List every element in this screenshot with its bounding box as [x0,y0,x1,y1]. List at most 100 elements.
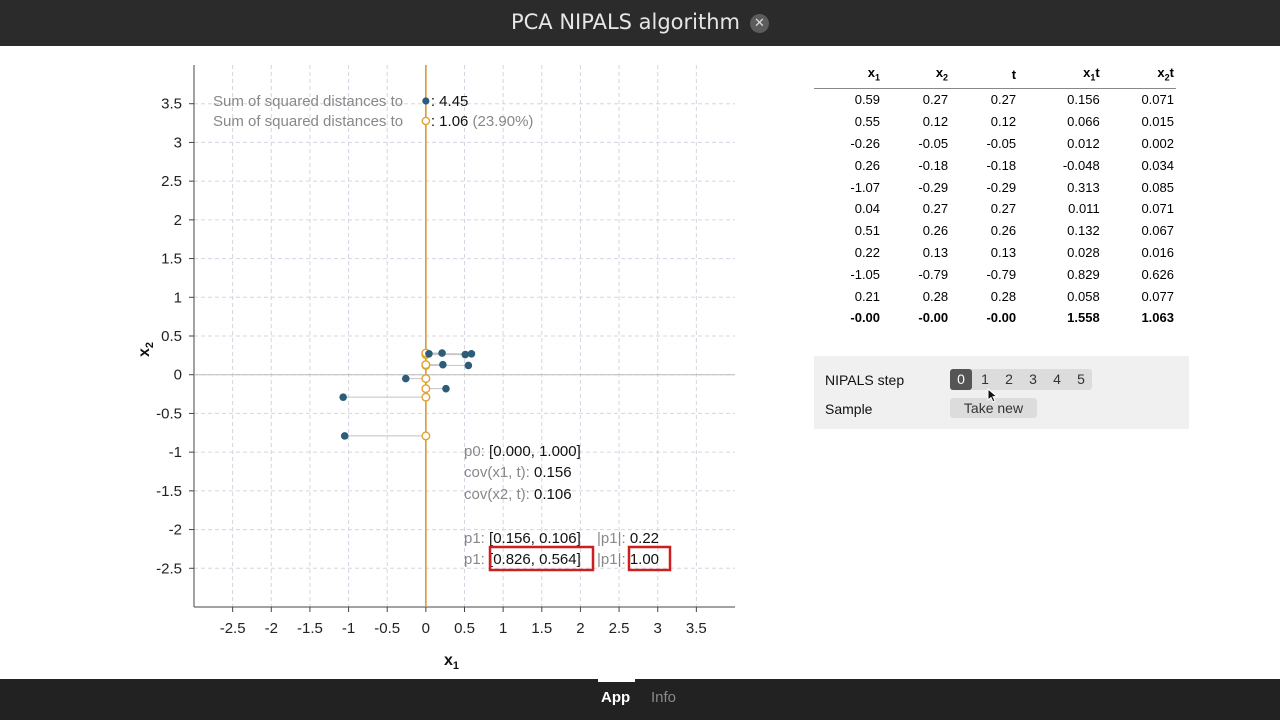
data-point [461,350,470,359]
column-header: x2t [1101,62,1176,89]
data-point [425,350,433,358]
column-header: t [950,62,1019,89]
x-tick-label: 3 [654,620,662,637]
window-title-row: PCA NIPALS algorithm ✕ [0,10,1280,34]
table-cell: 0.12 [922,114,949,130]
data-point [464,361,473,370]
x-tick-label: -2.5 [220,620,246,637]
table-cell: 0.313 [1067,179,1100,195]
legend: Sum of squared distances to : 4.45 Sum of… [213,93,533,130]
table-cell: 0.28 [922,288,949,304]
annotations: p0: [0.000, 1.000] cov(x1, t): 0.156 cov(x… [464,443,672,572]
x-tick-label: 3.5 [686,620,707,637]
table-cell: 0.066 [1067,114,1100,130]
legend-entry: Sum of squared distances to [213,93,403,110]
table-cell: -0.00 [850,310,881,326]
column-header: x1 [814,62,883,89]
table-cell: -0.29 [986,179,1017,195]
x-tick-label: 1 [499,620,507,637]
table-cell: 0.27 [922,92,949,108]
table-cell: 0.26 [922,223,949,239]
table-cell: 1.063 [1141,310,1174,326]
y-tick-label: -2 [169,522,182,539]
x-tick-label: -1 [342,620,355,637]
x-tick-label: -0.5 [374,620,400,637]
nipals-step-3[interactable]: 3 [1029,371,1037,387]
table-sum-row: -0.00 -0.00 -0.00 1.558 1.063 [814,307,1176,329]
nipals-step-1[interactable]: 1 [981,371,989,387]
data-point [442,384,450,393]
x-tick-label: -1.5 [297,620,323,637]
table-cell: 0.085 [1141,179,1174,195]
table-cell: 0.13 [990,244,1017,260]
projected-point [421,360,431,370]
projected-point [421,392,431,402]
y-tick-label: -0.5 [156,405,182,422]
table-cell: 0.27 [922,201,949,217]
tab-info[interactable]: Info [651,689,677,706]
projection-lines [343,352,472,437]
table-row: 0.26 -0.18 -0.18 -0.048 0.034 [814,154,1176,176]
take-new-button[interactable]: Take new [950,398,1037,418]
tick-labels: -2.5 -2 -1.5 -1 -0.5 0 0.5 1 1.5 2 2.5 3 3.5 -2.5 -2 -1… [156,96,707,637]
table-cell: -0.05 [986,135,1017,151]
table-cell: -0.048 [1062,157,1100,173]
table-cell: 0.077 [1141,288,1174,304]
table-cell: 0.071 [1141,92,1174,108]
table-cell: 0.51 [854,223,881,239]
nipals-step-0[interactable]: 0 [950,369,972,390]
column-header: x1t [1018,62,1102,89]
annotation-p1: p1: [0.156, 0.106] [464,530,581,547]
table-cell: 0.27 [990,201,1017,217]
table-cell: 0.034 [1141,157,1174,173]
projected-point [421,384,431,394]
x-axis-label: x1 [444,652,459,672]
table-cell: 0.067 [1141,223,1174,239]
table-cell: -0.26 [850,135,881,151]
y-tick-label: 1.5 [161,251,182,268]
table-cell: 0.28 [990,288,1017,304]
data-point [401,374,410,383]
window-title: PCA NIPALS algorithm [510,10,740,34]
y-tick-label: 3 [174,134,182,151]
nipals-step-2[interactable]: 2 [1005,371,1013,387]
x-tick-label: 0 [422,620,430,637]
table-row: 0.22 0.13 0.13 0.028 0.016 [814,242,1176,264]
data-point [340,432,349,440]
title-bar: PCA NIPALS algorithm ✕ [0,0,1280,46]
data-point [339,393,347,401]
axes [193,65,735,608]
table-row: 0.51 0.26 0.26 0.132 0.067 [814,220,1176,242]
table-cell: -1.05 [850,266,881,282]
x-tick-label: -2 [265,620,278,637]
y-axis-label: x2 [136,342,156,357]
y-tick-label: 0 [174,367,182,384]
annotation-cov-x2: cov(x2, t): 0.106 [464,486,572,503]
y-tick-label: 3.5 [161,96,182,113]
table-cell: 0.26 [990,223,1017,239]
x-tick-label: 0.5 [454,620,475,637]
table-cell: 0.829 [1067,266,1100,282]
y-tick-label: 2 [174,212,182,229]
table-cell: 0.156 [1067,92,1100,108]
close-icon[interactable]: ✕ [750,14,769,33]
nipals-step-label: NIPALS step [825,372,905,388]
tab-app[interactable]: App [601,689,631,706]
legend-marker-open [421,116,431,126]
nipals-step-4[interactable]: 4 [1053,371,1061,387]
table-row: -0.26 -0.05 -0.05 0.012 0.002 [814,133,1176,155]
table-cell: 0.132 [1067,223,1100,239]
nipals-step-5[interactable]: 5 [1077,371,1085,387]
table-cell: -0.79 [986,266,1017,282]
table-cell: 0.21 [854,288,881,304]
data-point [467,350,476,358]
table-cell: 0.12 [990,114,1017,130]
legend-marker-filled [422,97,430,105]
annotation-p0: p0: [0.000, 1.000] [464,443,581,460]
projected-point [421,431,431,441]
table-cell: 0.26 [854,157,881,173]
data-table: x1 x2 t x1t x2t 0.59 0.27 0.27 0.156 0.071 0.55 0.… [814,62,1176,329]
x-tick-label: 1.5 [531,620,552,637]
